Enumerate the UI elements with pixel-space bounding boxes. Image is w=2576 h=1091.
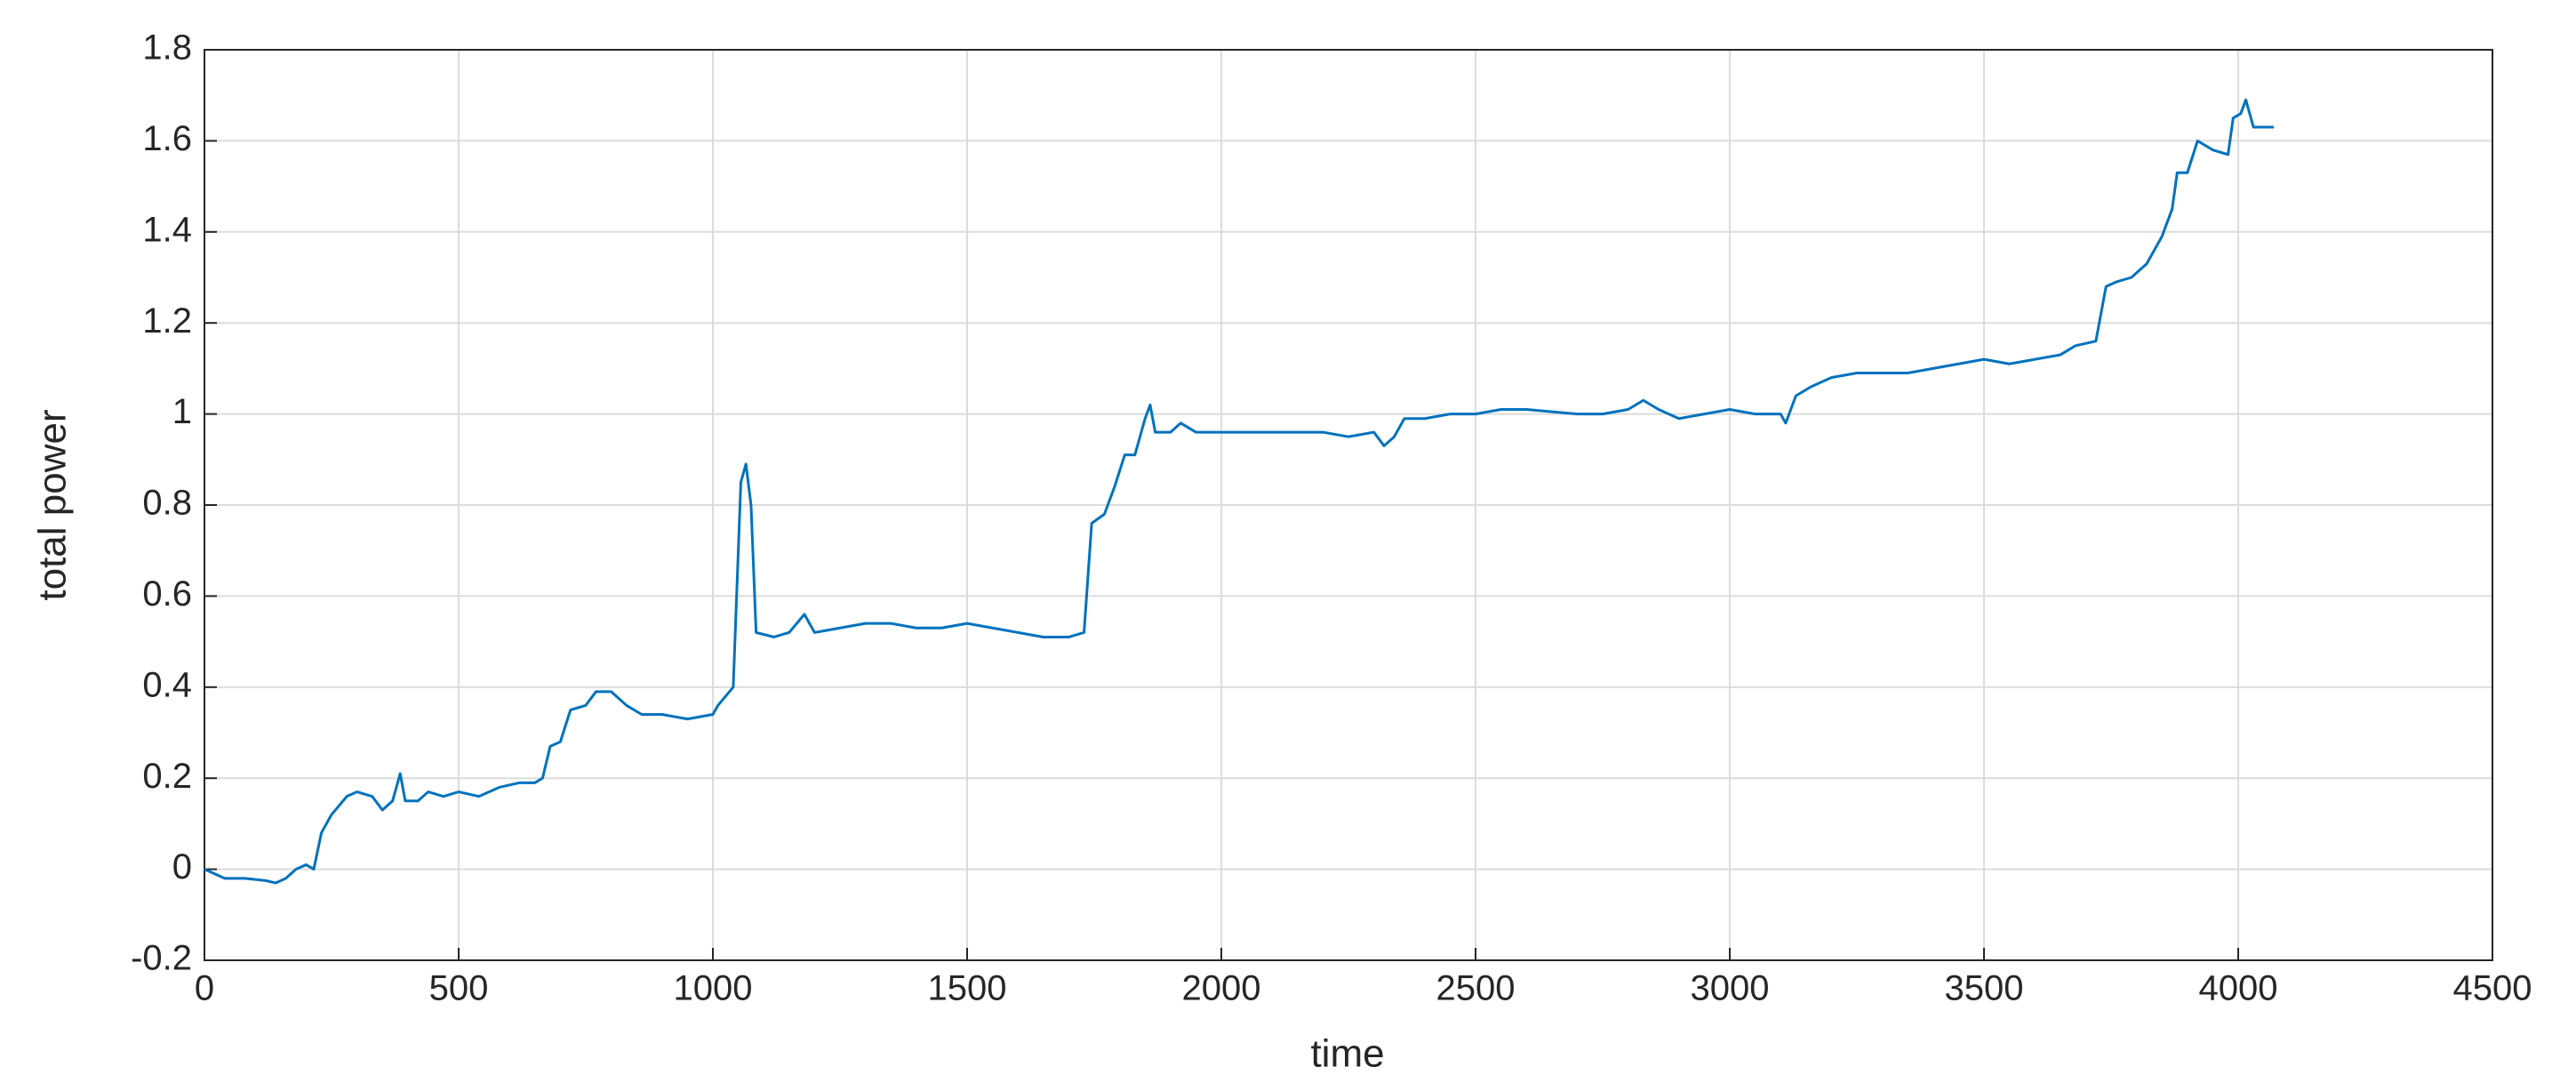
y-tick-label: 0.4 [142,665,192,704]
y-tick-label: -0.2 [131,939,192,978]
y-tick-label: 1.6 [142,119,192,158]
x-axis-label: time [1310,1032,1384,1076]
y-tick-label: 0.2 [142,757,192,796]
x-tick-label: 4000 [2199,969,2278,1008]
x-tick-label: 3000 [1691,969,1770,1008]
y-tick-label: 0 [172,847,192,886]
data-line [204,98,2275,885]
plot-frame [204,49,2493,961]
y-tick-label: 0.8 [142,484,192,523]
x-tick-label: 4500 [2453,969,2532,1008]
x-tick-label: 1500 [928,969,1007,1008]
x-tick-label: 1000 [674,969,753,1008]
x-tick-label: 2500 [1436,969,1516,1008]
x-tick-label: 0 [195,969,214,1008]
y-axis-label: total power [31,409,75,600]
y-tick-label: 1 [172,392,192,431]
y-tick-label: 1.8 [142,28,192,68]
y-tick-label: 1.4 [142,210,192,249]
x-tick-label: 3500 [1945,969,2024,1008]
y-tick-label: 1.2 [142,301,192,341]
x-tick-label: 2000 [1182,969,1261,1008]
x-tick-label: 500 [429,969,489,1008]
y-tick-label: 0.6 [142,574,192,614]
